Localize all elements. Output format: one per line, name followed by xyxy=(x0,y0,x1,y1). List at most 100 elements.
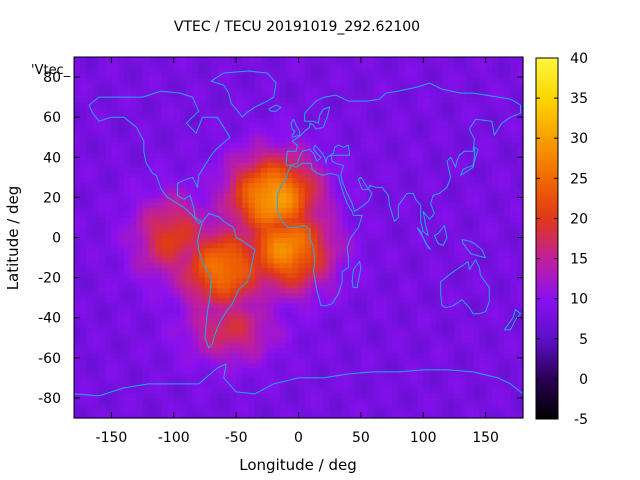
heatmap-cell xyxy=(329,392,337,399)
heatmap-cell xyxy=(317,412,325,419)
heatmap-cell xyxy=(310,192,318,198)
heatmap-cell xyxy=(254,407,262,414)
heatmap-cell xyxy=(385,207,393,214)
heatmap-cell xyxy=(360,377,368,384)
heatmap-cell xyxy=(130,347,137,354)
heatmap-cell xyxy=(473,87,480,93)
heatmap-cell xyxy=(148,137,156,143)
heatmap-cell xyxy=(398,177,406,183)
heatmap-cell xyxy=(404,67,412,73)
heatmap-cell xyxy=(105,312,113,319)
heatmap-cell xyxy=(410,412,418,419)
heatmap-cell xyxy=(379,177,387,183)
heatmap-cell xyxy=(335,62,343,68)
heatmap-cell xyxy=(217,407,225,414)
heatmap-cell xyxy=(229,187,237,193)
heatmap-cell xyxy=(136,122,144,128)
heatmap-cell xyxy=(485,117,493,123)
heatmap-cell xyxy=(448,277,456,284)
heatmap-cell xyxy=(479,262,487,269)
heatmap-cell xyxy=(448,92,456,98)
heatmap-cell xyxy=(304,307,312,314)
heatmap-cell xyxy=(111,192,119,198)
heatmap-cell xyxy=(254,232,262,239)
heatmap-cell xyxy=(117,127,125,133)
heatmap-cell xyxy=(111,347,119,354)
heatmap-cell xyxy=(223,342,231,349)
heatmap-cell xyxy=(335,172,343,178)
heatmap-cell xyxy=(161,412,169,419)
heatmap-cell xyxy=(473,312,480,319)
heatmap-cell xyxy=(335,402,343,409)
heatmap-cell xyxy=(98,377,106,384)
heatmap-cell xyxy=(248,72,256,78)
heatmap-cell xyxy=(373,77,381,83)
heatmap-cell xyxy=(292,252,300,259)
heatmap-cell xyxy=(367,367,374,374)
heatmap-cell xyxy=(323,167,331,173)
heatmap-cell xyxy=(348,152,356,158)
heatmap-cell xyxy=(385,332,393,339)
heatmap-cell xyxy=(348,97,356,103)
heatmap-cell xyxy=(379,152,387,158)
heatmap-cell xyxy=(348,322,356,329)
heatmap-cell xyxy=(279,247,287,254)
heatmap-cell xyxy=(379,392,387,399)
heatmap-cell xyxy=(254,307,262,314)
heatmap-cell xyxy=(242,132,250,138)
heatmap-cell xyxy=(317,202,325,209)
heatmap-cell xyxy=(211,257,219,264)
heatmap-cell xyxy=(261,287,268,294)
heatmap-cell xyxy=(392,362,399,369)
heatmap-cell xyxy=(385,57,393,63)
heatmap-cell xyxy=(142,257,150,264)
heatmap-cell xyxy=(155,137,162,143)
heatmap-cell xyxy=(310,242,318,249)
heatmap-cell xyxy=(435,247,443,254)
heatmap-cell xyxy=(367,342,374,349)
heatmap-cell xyxy=(229,292,237,299)
heatmap-cell xyxy=(479,247,487,254)
heatmap-cell xyxy=(217,357,225,364)
heatmap-cell xyxy=(254,352,262,359)
heatmap-cell xyxy=(354,187,362,193)
heatmap-cell xyxy=(173,177,181,183)
heatmap-cell xyxy=(267,357,275,364)
heatmap-cell xyxy=(173,302,181,309)
heatmap-cell xyxy=(448,247,456,254)
heatmap-cell xyxy=(192,167,200,173)
heatmap-cell xyxy=(398,62,406,68)
heatmap-cell xyxy=(335,347,343,354)
heatmap-cell xyxy=(448,172,456,178)
heatmap-cell xyxy=(441,302,449,309)
heatmap-cell xyxy=(385,162,393,168)
heatmap-cell xyxy=(242,77,250,83)
heatmap-cell xyxy=(217,262,225,269)
heatmap-cell xyxy=(367,382,374,389)
heatmap-cell xyxy=(173,107,181,113)
heatmap-cell xyxy=(217,267,225,274)
heatmap-cell xyxy=(236,157,243,163)
heatmap-cell xyxy=(155,167,162,173)
heatmap-cell xyxy=(435,117,443,123)
heatmap-cell xyxy=(360,112,368,118)
heatmap-cell xyxy=(204,277,212,284)
heatmap-cell xyxy=(448,382,456,389)
heatmap-cell xyxy=(335,212,343,219)
heatmap-cell xyxy=(329,127,337,133)
heatmap-cell xyxy=(473,367,480,374)
heatmap-cell xyxy=(342,167,349,173)
heatmap-cell xyxy=(466,227,474,234)
heatmap-cell xyxy=(92,137,100,143)
heatmap-cell xyxy=(117,132,125,138)
heatmap-cell xyxy=(142,307,150,314)
heatmap-cell xyxy=(392,82,399,88)
heatmap-cell xyxy=(136,357,144,364)
heatmap-cell xyxy=(404,297,412,304)
heatmap-cell xyxy=(248,112,256,118)
heatmap-cell xyxy=(498,177,505,183)
heatmap-cell xyxy=(98,342,106,349)
heatmap-cell xyxy=(485,277,493,284)
heatmap-cell xyxy=(423,147,431,153)
heatmap-cell xyxy=(354,207,362,214)
